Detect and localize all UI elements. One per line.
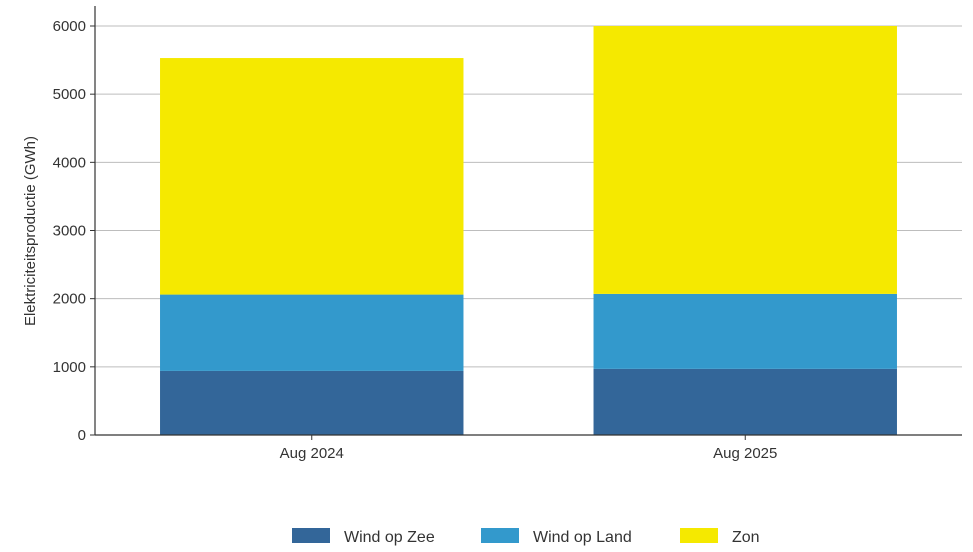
legend: Wind op Zee Wind op Land Zon: [292, 528, 760, 546]
y-axis-title: Elektriciteitsproductie (GWh): [22, 136, 39, 326]
bar-zon-aug-2025: [593, 26, 897, 294]
y-tick-labels: 0 1000 2000 3000 4000 5000 6000: [53, 18, 95, 444]
legend-swatch-zon: [680, 528, 718, 543]
y-tick-label-3000: 3000: [53, 223, 86, 240]
bar-wind-op-zee-aug-2025: [593, 368, 897, 435]
bar-wind-op-land-aug-2025: [593, 293, 897, 369]
x-tick-labels: Aug 2024 Aug 2025: [280, 435, 777, 462]
legend-label-wind-op-land: Wind op Land: [533, 529, 632, 546]
x-tick-label-aug-2025: Aug 2025: [713, 445, 777, 462]
bar-zon-aug-2024: [160, 58, 464, 295]
legend-label-wind-op-zee: Wind op Zee: [344, 529, 435, 546]
y-tick-label-4000: 4000: [53, 154, 86, 171]
y-tick-label-0: 0: [78, 427, 86, 444]
x-tick-label-aug-2024: Aug 2024: [280, 445, 344, 462]
bar-wind-op-zee-aug-2024: [160, 370, 464, 435]
y-tick-label-6000: 6000: [53, 18, 86, 35]
y-tick-label-2000: 2000: [53, 291, 86, 308]
bar-wind-op-land-aug-2024: [160, 294, 464, 371]
legend-swatch-wind-op-zee: [292, 528, 330, 543]
legend-swatch-wind-op-land: [481, 528, 519, 543]
axes: [94, 6, 962, 436]
y-tick-label-5000: 5000: [53, 86, 86, 103]
legend-label-zon: Zon: [732, 529, 760, 546]
bars: [160, 26, 897, 435]
y-tick-label-1000: 1000: [53, 359, 86, 376]
